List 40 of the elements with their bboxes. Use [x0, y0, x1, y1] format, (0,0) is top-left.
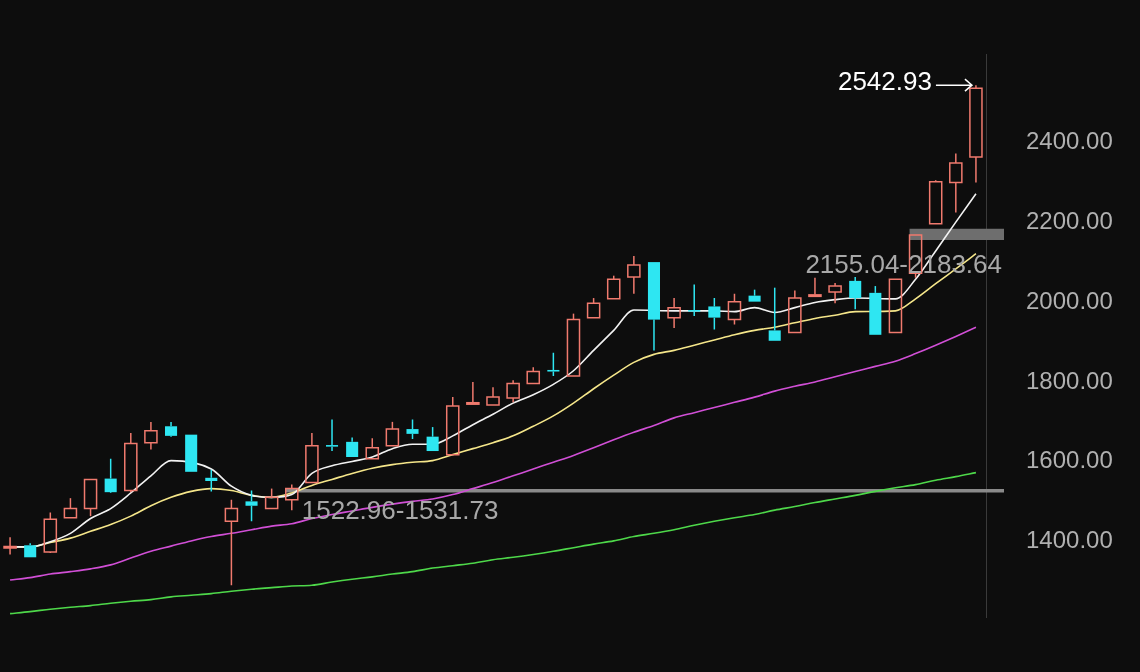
y-tick-label: 2400.00 [1026, 126, 1113, 154]
candlestick [667, 297, 681, 329]
candlestick [104, 457, 117, 493]
candlestick [506, 379, 520, 404]
line-series [9, 326, 977, 581]
candlestick [486, 386, 500, 406]
candlestick [949, 152, 963, 214]
candlestick [708, 297, 721, 331]
y-tick-label: 1400.00 [1026, 526, 1113, 554]
annotation: 2542.93 [837, 66, 932, 97]
candlestick [688, 283, 701, 317]
candlestick [969, 84, 983, 184]
candlestick [828, 282, 842, 304]
candlestick [788, 289, 802, 334]
y-tick-label: 2200.00 [1026, 206, 1113, 234]
candlestick [647, 262, 661, 352]
candlestick [346, 436, 359, 458]
y-tick-label: 1800.00 [1026, 366, 1113, 394]
candlestick [627, 255, 641, 295]
candlestick [144, 421, 158, 451]
candlestick [808, 276, 822, 298]
candlestick [526, 366, 541, 385]
y-tick-label: 2000.00 [1026, 286, 1113, 314]
candlestick [245, 489, 258, 523]
candlestick [445, 396, 460, 456]
candlestick [224, 499, 239, 586]
candlestick [466, 381, 480, 405]
candlestick [165, 421, 178, 436]
candlestick [849, 276, 862, 310]
candlestick [284, 483, 299, 511]
candlestick [305, 432, 319, 484]
candlestick [24, 542, 37, 558]
candlestick [3, 536, 17, 556]
candlestick [205, 469, 218, 493]
candlestick [768, 286, 781, 341]
candlestick [325, 418, 339, 452]
candlestick [547, 352, 560, 377]
candlestick [124, 432, 138, 493]
y-tick-label: 1600.00 [1026, 446, 1113, 474]
line-series [9, 471, 977, 615]
